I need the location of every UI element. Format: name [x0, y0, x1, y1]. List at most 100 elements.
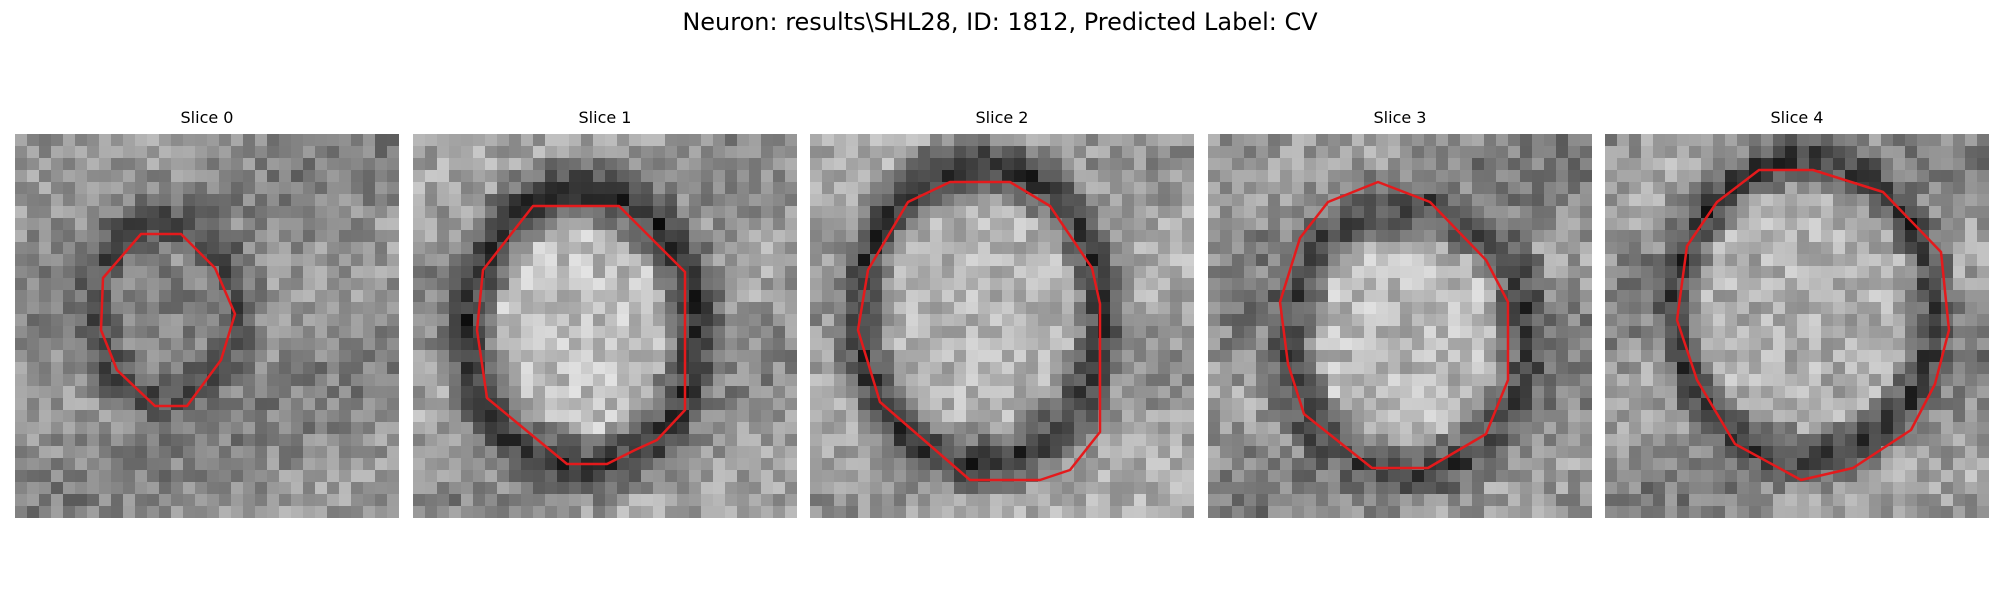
pixel [375, 218, 388, 231]
pixel [1232, 206, 1245, 219]
pixel [1965, 302, 1978, 315]
pixel [1436, 470, 1449, 483]
pixel [243, 218, 256, 231]
pixel [1677, 386, 1690, 399]
pixel [737, 458, 750, 471]
pixel [1749, 398, 1762, 411]
pixel [1532, 218, 1545, 231]
pixel [1038, 410, 1051, 423]
pixel [1869, 302, 1882, 315]
pixel [1905, 350, 1918, 363]
pixel [473, 206, 486, 219]
pixel [461, 410, 474, 423]
pixel [291, 242, 304, 255]
pixel [617, 338, 630, 351]
pixel [737, 326, 750, 339]
pixel [1110, 326, 1123, 339]
pixel [437, 398, 450, 411]
pixel [27, 506, 40, 518]
pixel [1520, 398, 1533, 411]
pixel [1014, 218, 1027, 231]
pixel [231, 458, 244, 471]
pixel [1062, 410, 1075, 423]
pixel [1629, 182, 1642, 195]
pixel [870, 338, 883, 351]
pixel [1508, 434, 1521, 447]
pixel [1929, 326, 1942, 339]
pixel [1809, 398, 1822, 411]
pixel [665, 266, 678, 279]
pixel [557, 458, 570, 471]
pixel [1653, 254, 1666, 267]
pixel [1328, 446, 1341, 459]
pixel [1749, 158, 1762, 171]
pixel [1074, 230, 1087, 243]
pixel [1977, 134, 1989, 147]
pixel [1062, 146, 1075, 159]
pixel [1050, 410, 1063, 423]
pixel [521, 134, 534, 147]
pixel [521, 374, 534, 387]
pixel [701, 446, 714, 459]
pixel [978, 410, 991, 423]
pixel [689, 410, 702, 423]
pixel [773, 386, 786, 399]
pixel [135, 134, 148, 147]
pixel [545, 170, 558, 183]
pixel [1520, 170, 1533, 183]
pixel [617, 182, 630, 195]
pixel [509, 134, 522, 147]
pixel [533, 470, 546, 483]
pixel [87, 398, 100, 411]
pixel [1436, 302, 1449, 315]
pixel [1556, 278, 1569, 291]
pixel [1424, 350, 1437, 363]
pixel [27, 482, 40, 495]
pixel [990, 398, 1003, 411]
pixel [449, 410, 462, 423]
pixel [521, 326, 534, 339]
pixel [1352, 302, 1365, 315]
pixel [461, 182, 474, 195]
pixel [267, 446, 280, 459]
pixel [1568, 374, 1581, 387]
pixel [1050, 158, 1063, 171]
pixel [1158, 170, 1171, 183]
pixel [1388, 446, 1401, 459]
pixel [641, 374, 654, 387]
pixel [509, 386, 522, 399]
pixel [327, 230, 340, 243]
pixel [387, 422, 399, 435]
pixel [906, 326, 919, 339]
segmentation-contour [475, 204, 687, 466]
pixel [834, 338, 847, 351]
pixel [1520, 434, 1533, 447]
pixel [15, 314, 28, 327]
pixel [243, 458, 256, 471]
pixel [1617, 398, 1630, 411]
pixel [749, 302, 762, 315]
pixel [485, 302, 498, 315]
pixel [1568, 290, 1581, 303]
pixel [1026, 386, 1039, 399]
pixel [1376, 326, 1389, 339]
pixel [1484, 386, 1497, 399]
pixel [1086, 290, 1099, 303]
pixel [942, 266, 955, 279]
pixel [1340, 134, 1353, 147]
pixel [1845, 182, 1858, 195]
pixel [473, 458, 486, 471]
pixel [701, 218, 714, 231]
pixel [1436, 230, 1449, 243]
pixel [1158, 338, 1171, 351]
pixel [1388, 470, 1401, 483]
pixel [1821, 350, 1834, 363]
pixel [954, 422, 967, 435]
pixel [1641, 194, 1654, 207]
pixel [749, 290, 762, 303]
pixel [1110, 230, 1123, 243]
pixel [303, 254, 316, 267]
pixel [1074, 314, 1087, 327]
pixel [1220, 482, 1233, 495]
pixel [1220, 134, 1233, 147]
